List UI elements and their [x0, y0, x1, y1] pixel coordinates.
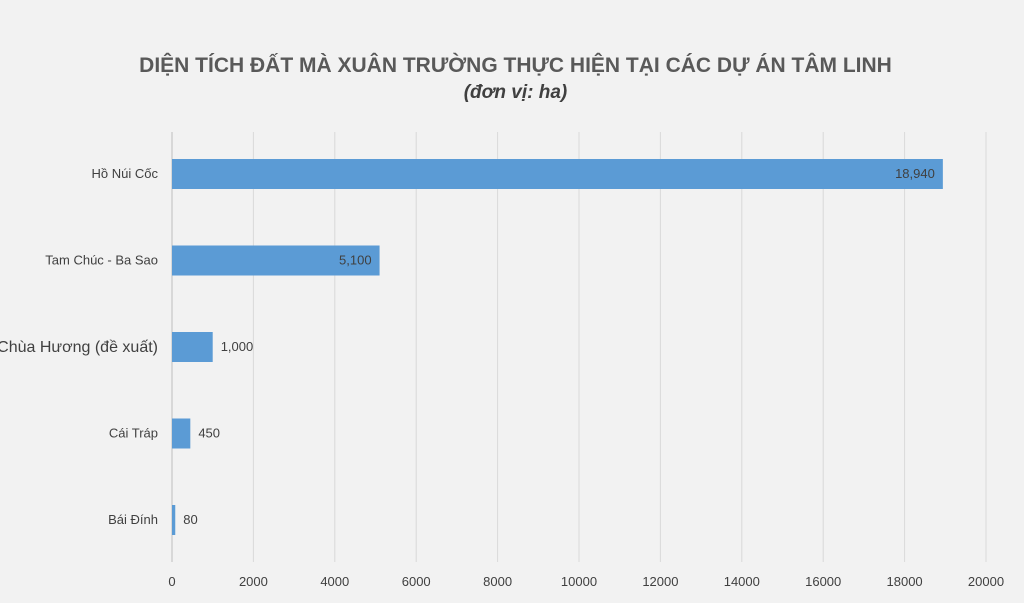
x-tick-label: 8000 [483, 574, 512, 589]
bar [172, 418, 191, 449]
category-label: Bái Đính [108, 512, 158, 527]
x-tick-label: 2000 [239, 574, 268, 589]
category-label: Hồ Núi Cốc [92, 166, 159, 181]
x-tick-label: 16000 [805, 574, 841, 589]
x-tick-label: 14000 [724, 574, 760, 589]
x-tick-label: 4000 [320, 574, 349, 589]
category-label: Chùa Hương (đề xuất) [0, 339, 158, 356]
x-tick-label: 20000 [968, 574, 1004, 589]
data-label: 450 [198, 426, 220, 441]
category-label: Tam Chúc - Ba Sao [45, 253, 158, 268]
bar [172, 505, 176, 535]
data-label: 1,000 [221, 339, 254, 354]
x-tick-label: 6000 [402, 574, 431, 589]
x-tick-label: 18000 [887, 574, 923, 589]
chart-title: DIỆN TÍCH ĐẤT MÀ XUÂN TRƯỜNG THỰC HIỆN T… [139, 54, 892, 77]
x-tick-label: 0 [168, 574, 175, 589]
x-tick-label: 12000 [642, 574, 678, 589]
chart-subtitle: (đơn vị: ha) [463, 82, 568, 103]
category-label: Cái Tráp [109, 426, 158, 441]
data-label: 80 [183, 512, 197, 527]
x-tick-label: 10000 [561, 574, 597, 589]
bar [172, 159, 943, 189]
bar [172, 245, 380, 276]
data-label: 18,940 [895, 166, 935, 181]
bar [172, 332, 213, 362]
data-label: 5,100 [339, 253, 372, 268]
